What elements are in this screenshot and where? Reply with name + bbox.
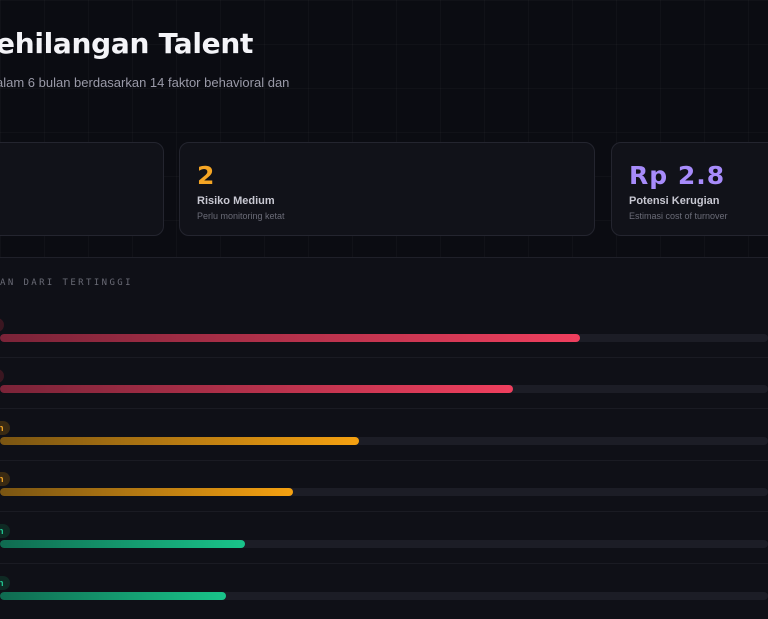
ranking-row[interactable]: [0, 318, 768, 369]
stat-label: Risiko Medium: [197, 195, 275, 207]
stat-card-high-risk[interactable]: [0, 142, 164, 236]
stat-label: Potensi Kerugian: [629, 195, 720, 207]
ranking-row[interactable]: [0, 369, 768, 420]
row-divider: [0, 511, 768, 512]
risk-badge: n: [0, 576, 10, 590]
ranking-row[interactable]: n: [0, 576, 768, 619]
row-divider: [0, 357, 768, 358]
risk-bar-fill: [0, 437, 360, 445]
row-divider: [0, 460, 768, 461]
risk-badge: n: [0, 472, 10, 486]
stat-value: 2: [197, 161, 216, 190]
risk-bar-track: [0, 540, 768, 548]
stat-card-potential-loss[interactable]: Rp 2.8 Potensi Kerugian Estimasi cost of…: [611, 142, 768, 236]
risk-bar-track: [0, 385, 768, 393]
row-divider: [0, 563, 768, 564]
risk-bar-track: [0, 488, 768, 496]
risk-bar-fill: [0, 488, 293, 496]
risk-badge: n: [0, 524, 10, 538]
row-divider: [0, 408, 768, 409]
risk-badge: [0, 369, 4, 383]
ranking-row[interactable]: n: [0, 472, 768, 523]
risk-bar-fill: [0, 385, 514, 393]
risk-badge: [0, 318, 4, 332]
page-title: ehilangan Talent: [0, 27, 254, 60]
risk-bar-fill: [0, 334, 580, 342]
ranking-row[interactable]: n: [0, 524, 768, 575]
stat-sublabel: Perlu monitoring ketat: [197, 211, 285, 221]
risk-badge: n: [0, 421, 10, 435]
risk-bar-fill: [0, 592, 226, 600]
stat-value: Rp 2.8: [629, 161, 726, 190]
risk-bar-track: [0, 334, 768, 342]
stat-card-medium-risk[interactable]: 2 Risiko Medium Perlu monitoring ketat: [179, 142, 595, 236]
ranking-heading: AN DARI TERTINGGI: [0, 278, 133, 288]
risk-bar-track: [0, 592, 768, 600]
stat-sublabel: Estimasi cost of turnover: [629, 211, 728, 221]
page-subtitle: alam 6 bulan berdasarkan 14 faktor behav…: [0, 75, 290, 90]
ranking-row[interactable]: n: [0, 421, 768, 472]
risk-bar-track: [0, 437, 768, 445]
risk-bar-fill: [0, 540, 245, 548]
